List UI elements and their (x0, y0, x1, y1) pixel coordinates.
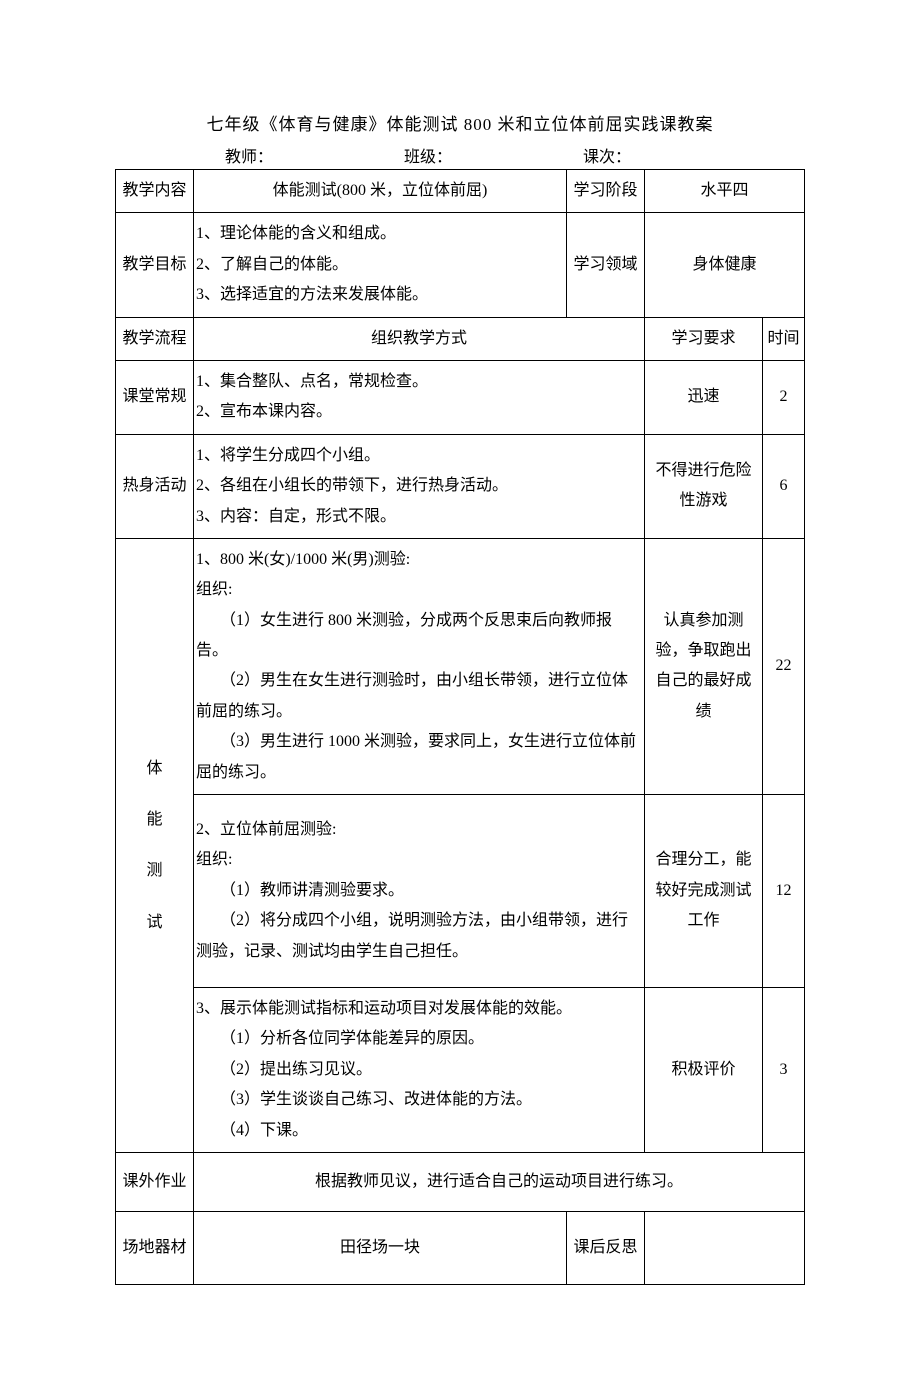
cell-req: 积极评价 (644, 987, 762, 1152)
cell-req: 认真参加测验，争取跑出自己的最好成绩 (644, 538, 762, 794)
cell-label: 课后反思 (566, 1211, 644, 1284)
cell-req: 迅速 (644, 360, 762, 434)
lesson-plan-table: 教学内容 体能测试(800 米，立位体前屈) 学习阶段 水平四 教学目标 1、理… (115, 169, 805, 1285)
content-line: （1）女生进行 800 米测验，分成两个反思束后向教师报告。 (196, 606, 642, 667)
content-line: （4）下课。 (196, 1116, 642, 1146)
cell-label: 教学内容 (116, 170, 194, 213)
cell-content: 3、展示体能测试指标和运动项目对发展体能的效能。 （1）分析各位同学体能差异的原… (194, 987, 645, 1152)
cell-time: 3 (762, 987, 804, 1152)
table-row: 2、立位体前屈测验: 组织: （1）教师讲清测验要求。 （2）将分成四个小组，说… (116, 795, 805, 988)
table-row: 体 能 测 试 1、800 米(女)/1000 米(男)测验: 组织: （1）女… (116, 538, 805, 794)
cell-time: 22 (762, 538, 804, 794)
content-line: （2）提出练习见议。 (196, 1055, 642, 1085)
table-row: 教学内容 体能测试(800 米，立位体前屈) 学习阶段 水平四 (116, 170, 805, 213)
cell-label-vertical: 体 能 测 试 (116, 538, 194, 1152)
content-line: （1）分析各位同学体能差异的原因。 (196, 1024, 642, 1054)
class-label: 班级： (404, 143, 579, 167)
v-char: 体 (120, 743, 189, 794)
content-line: （1）教师讲清测验要求。 (196, 876, 642, 906)
goal-line: 3、选择适宜的方法来发展体能。 (196, 280, 564, 310)
content-line: 3、展示体能测试指标和运动项目对发展体能的效能。 (196, 994, 642, 1024)
content-line: （2）男生在女生进行测验时，由小组长带领，进行立位体前屈的练习。 (196, 666, 642, 727)
content-line: 3、内容：自定，形式不限。 (196, 502, 642, 532)
cell-content (644, 1211, 804, 1284)
cell-label: 学习领域 (566, 213, 644, 317)
cell-content: 田径场一块 (194, 1211, 567, 1284)
cell-content: 水平四 (644, 170, 804, 213)
table-row: 场地器材 田径场一块 课后反思 (116, 1211, 805, 1284)
content-line: （3）学生谈谈自己练习、改进体能的方法。 (196, 1085, 642, 1115)
content-line: （2）将分成四个小组，说明测验方法，由小组带领，进行测验，记录、测试均由学生自己… (196, 906, 642, 967)
cell-content: 1、800 米(女)/1000 米(男)测验: 组织: （1）女生进行 800 … (194, 538, 645, 794)
document-title: 七年级《体育与健康》体能测试 800 米和立位体前屈实践课教案 (115, 110, 805, 135)
content-line: 2、宣布本课内容。 (196, 397, 642, 427)
v-char: 试 (120, 897, 189, 948)
cell-req: 合理分工，能较好完成测试工作 (644, 795, 762, 988)
v-char: 能 (120, 794, 189, 845)
cell-content: 根据教师见议，进行适合自己的运动项目进行练习。 (194, 1152, 805, 1211)
goal-line: 1、理论体能的含义和组成。 (196, 219, 564, 249)
content-line: 2、立位体前屈测验: (196, 815, 642, 845)
cell-label: 课外作业 (116, 1152, 194, 1211)
cell-time: 2 (762, 360, 804, 434)
cell-content: 1、理论体能的含义和组成。 2、了解自己的体能。 3、选择适宜的方法来发展体能。 (194, 213, 567, 317)
cell-content: 2、立位体前屈测验: 组织: （1）教师讲清测验要求。 （2）将分成四个小组，说… (194, 795, 645, 988)
table-row: 教学流程 组织教学方式 学习要求 时间 (116, 317, 805, 360)
table-row: 教学目标 1、理论体能的含义和组成。 2、了解自己的体能。 3、选择适宜的方法来… (116, 213, 805, 317)
cell-time: 6 (762, 434, 804, 538)
cell-content: 体能测试(800 米，立位体前屈) (194, 170, 567, 213)
cell-label: 教学目标 (116, 213, 194, 317)
cell-label: 热身活动 (116, 434, 194, 538)
cell-req: 不得进行危险性游戏 (644, 434, 762, 538)
cell-label: 场地器材 (116, 1211, 194, 1284)
table-row: 热身活动 1、将学生分成四个小组。 2、各组在小组长的带领下，进行热身活动。 3… (116, 434, 805, 538)
table-row: 课堂常规 1、集合整队、点名，常规检查。 2、宣布本课内容。 迅速 2 (116, 360, 805, 434)
teacher-label: 教师： (225, 143, 400, 167)
cell-header: 时间 (762, 317, 804, 360)
meta-line: 教师： 班级： 课次： (115, 143, 805, 167)
cell-label: 学习阶段 (566, 170, 644, 213)
v-char: 测 (120, 845, 189, 896)
cell-label: 课堂常规 (116, 360, 194, 434)
goal-line: 2、了解自己的体能。 (196, 250, 564, 280)
table-row: 3、展示体能测试指标和运动项目对发展体能的效能。 （1）分析各位同学体能差异的原… (116, 987, 805, 1152)
content-line: 组织: (196, 845, 642, 875)
content-line: 1、800 米(女)/1000 米(男)测验: (196, 545, 642, 575)
cell-header: 学习要求 (644, 317, 762, 360)
content-line: 2、各组在小组长的带领下，进行热身活动。 (196, 471, 642, 501)
cell-header: 组织教学方式 (194, 317, 645, 360)
cell-content: 身体健康 (644, 213, 804, 317)
content-line: 组织: (196, 575, 642, 605)
cell-time: 12 (762, 795, 804, 988)
content-line: （3）男生进行 1000 米测验，要求同上，女生进行立位体前屈的练习。 (196, 727, 642, 788)
lesson-label: 课次： (583, 143, 758, 167)
cell-label: 教学流程 (116, 317, 194, 360)
content-line: 1、集合整队、点名，常规检查。 (196, 367, 642, 397)
cell-content: 1、将学生分成四个小组。 2、各组在小组长的带领下，进行热身活动。 3、内容：自… (194, 434, 645, 538)
content-line: 1、将学生分成四个小组。 (196, 441, 642, 471)
table-row: 课外作业 根据教师见议，进行适合自己的运动项目进行练习。 (116, 1152, 805, 1211)
cell-content: 1、集合整队、点名，常规检查。 2、宣布本课内容。 (194, 360, 645, 434)
